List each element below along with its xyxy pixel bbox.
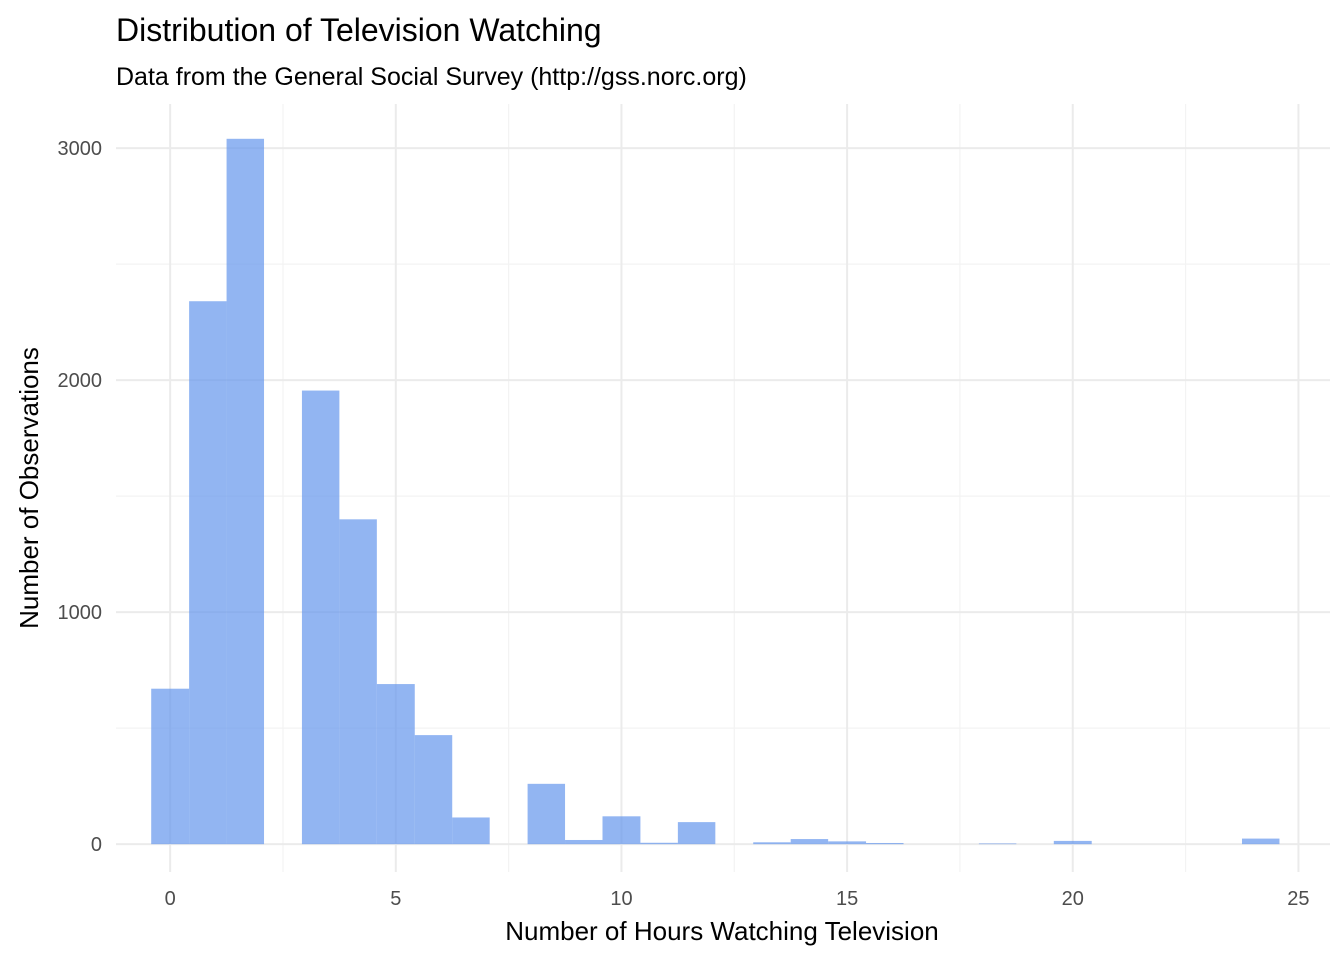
y-tick-label: 0 — [91, 834, 102, 856]
chart-subtitle: Data from the General Social Survey (htt… — [116, 63, 747, 91]
histogram-bar — [376, 684, 415, 845]
histogram-bar — [339, 519, 377, 845]
histogram-bar — [452, 817, 490, 845]
x-tick-label: 15 — [836, 888, 858, 910]
histogram-bar — [527, 783, 566, 845]
histogram-bar — [565, 839, 603, 845]
histogram-bar — [189, 301, 227, 845]
histogram-bar — [151, 688, 190, 845]
x-tick-label: 10 — [610, 888, 632, 910]
histogram-bar — [790, 839, 829, 845]
histogram-bar — [978, 843, 1017, 845]
x-tick-label: 0 — [165, 888, 176, 910]
histogram-bar — [677, 822, 716, 845]
histogram-bar — [640, 842, 678, 845]
y-tick-label: 2000 — [58, 370, 103, 392]
histogram-bar — [301, 390, 340, 845]
x-tick-label: 20 — [1062, 888, 1084, 910]
chart-title: Distribution of Television Watching — [116, 12, 602, 48]
histogram-bars — [151, 138, 1280, 845]
histogram-bar — [414, 735, 453, 845]
histogram-bar — [866, 842, 904, 845]
x-tick-label: 25 — [1287, 888, 1309, 910]
x-tick-label: 5 — [390, 888, 401, 910]
histogram-bar — [602, 816, 641, 845]
histogram-bar — [753, 842, 791, 845]
histogram-bar — [828, 841, 867, 845]
x-axis-ticks: 0 5 10 15 20 25 — [165, 888, 1310, 910]
histogram-bar — [226, 138, 265, 845]
y-tick-label: 1000 — [58, 602, 103, 624]
x-axis-title: Number of Hours Watching Television — [505, 916, 939, 946]
histogram-bar — [1241, 838, 1280, 845]
y-tick-label: 3000 — [58, 138, 103, 160]
y-axis-ticks: 0 1000 2000 3000 — [58, 138, 103, 856]
histogram-bar — [1053, 840, 1092, 845]
grid-lines — [116, 104, 1330, 872]
y-axis-title: Number of Observations — [14, 347, 44, 629]
